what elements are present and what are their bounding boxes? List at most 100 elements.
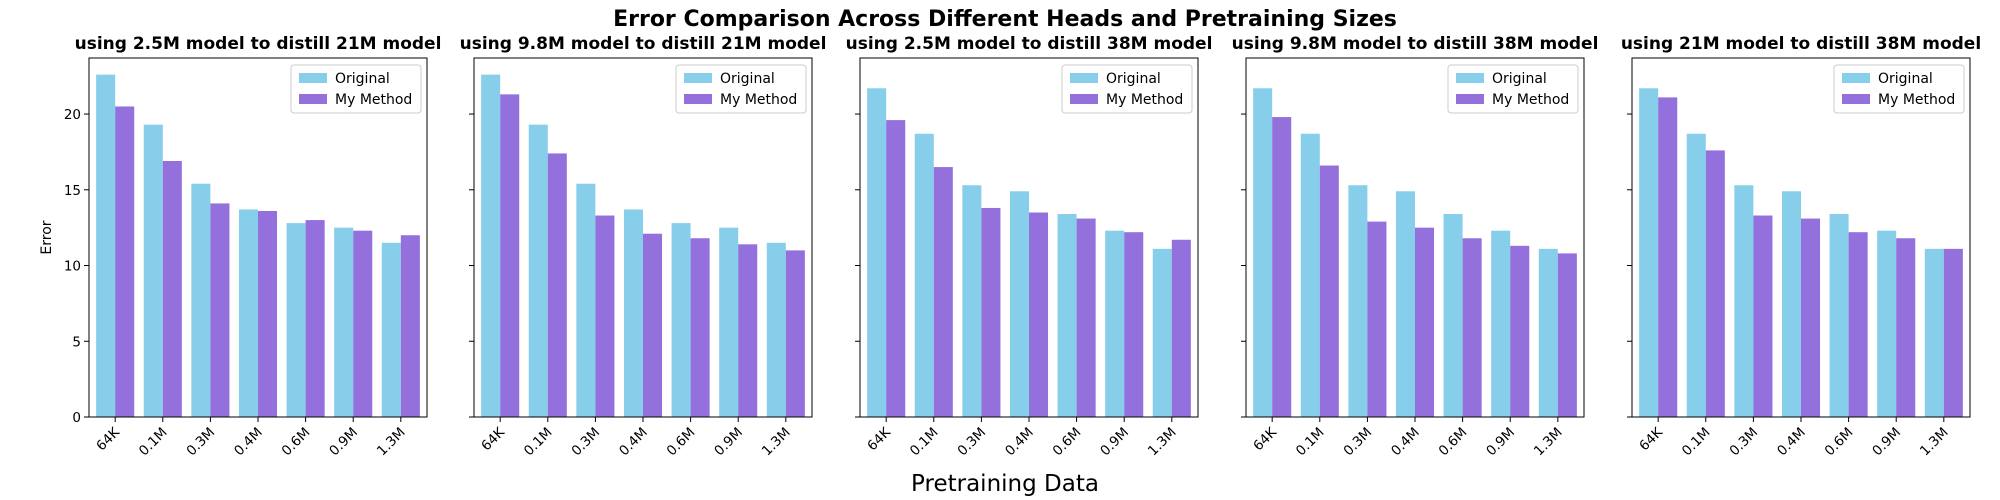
bar-my-method-0.4M <box>258 210 278 417</box>
panel-title: using 21M model to distill 38M model <box>1621 34 1981 54</box>
legend: Original My Method <box>1447 64 1579 114</box>
y-tick-label: 10 <box>64 259 81 275</box>
bar-original-64K <box>96 74 116 417</box>
bar-my-method-1.3M <box>1943 248 1963 417</box>
bar-my-method-0.6M <box>305 220 325 417</box>
bar-original-1.3M <box>381 242 401 417</box>
bar-original-0.6M <box>1443 214 1463 417</box>
legend-label-original: Original <box>1106 71 1161 87</box>
chart-panel-3: using 2.5M model to distill 38M model64K… <box>846 34 1213 459</box>
bar-my-method-0.4M <box>1029 212 1049 417</box>
panel-title: using 9.8M model to distill 38M model <box>1232 34 1599 54</box>
legend-swatch-original <box>684 73 712 83</box>
bar-original-0.1M <box>1300 133 1320 417</box>
legend-label-my-method: My Method <box>1492 92 1569 108</box>
bar-my-method-0.9M <box>353 230 373 417</box>
legend-swatch-my-method <box>1842 94 1870 104</box>
bar-my-method-0.6M <box>1076 218 1096 417</box>
figure-x-axis-label: Pretraining Data <box>911 471 1099 497</box>
bar-original-0.1M <box>528 124 548 418</box>
bar-original-64K <box>1639 88 1659 418</box>
y-tick-label: 20 <box>64 107 81 123</box>
legend-label-original: Original <box>1878 71 1933 87</box>
y-tick-label: 15 <box>64 183 81 199</box>
bar-my-method-0.1M <box>933 167 953 417</box>
bar-original-1.3M <box>766 242 786 417</box>
bar-my-method-0.9M <box>738 244 758 417</box>
bar-original-64K <box>867 88 887 418</box>
bar-my-method-0.1M <box>162 161 182 417</box>
legend-label-my-method: My Method <box>335 92 412 108</box>
legend-swatch-original <box>1070 73 1098 83</box>
bar-original-0.4M <box>1009 191 1029 417</box>
bar-my-method-0.4M <box>1415 227 1435 417</box>
chart-panels: using 2.5M model to distill 21M model 0 5 1… <box>39 34 1981 459</box>
y-tick-label: 0 <box>72 410 81 426</box>
bar-original-0.6M <box>286 223 306 417</box>
bar-original-0.6M <box>1829 214 1849 417</box>
bar-my-method-64K <box>1272 117 1292 417</box>
legend-swatch-original <box>299 73 327 83</box>
bar-my-method-1.3M <box>785 250 805 417</box>
bar-original-0.9M <box>334 227 354 417</box>
bar-original-0.4M <box>1395 191 1415 417</box>
bar-original-0.4M <box>238 209 258 417</box>
bar-original-0.9M <box>1105 230 1125 417</box>
bar-my-method-0.9M <box>1510 245 1530 417</box>
bar-my-method-1.3M <box>1557 253 1577 417</box>
bar-original-0.3M <box>576 183 596 417</box>
bar-my-method-0.4M <box>1801 218 1821 417</box>
panel-title: using 2.5M model to distill 38M model <box>846 34 1213 54</box>
y-tick-label: 5 <box>72 334 81 350</box>
bar-original-0.3M <box>191 183 211 417</box>
legend-label-my-method: My Method <box>1106 92 1183 108</box>
legend: Original My Method <box>1061 64 1193 114</box>
bar-my-method-64K <box>886 120 906 418</box>
bar-my-method-0.3M <box>210 203 230 417</box>
bar-my-method-0.9M <box>1896 238 1916 417</box>
bar-original-0.6M <box>1057 214 1077 417</box>
bar-my-method-0.1M <box>547 153 567 418</box>
legend-label-original: Original <box>335 71 390 87</box>
bar-my-method-64K <box>500 94 520 417</box>
bar-my-method-0.9M <box>1124 232 1144 417</box>
bar-original-0.9M <box>1491 230 1511 417</box>
legend-label-original: Original <box>720 71 775 87</box>
legend-swatch-original <box>1842 73 1870 83</box>
bar-original-0.6M <box>671 223 691 417</box>
bar-my-method-0.6M <box>1848 232 1868 417</box>
legend-swatch-my-method <box>1070 94 1098 104</box>
bar-original-0.4M <box>1781 191 1801 417</box>
bar-my-method-64K <box>115 106 135 418</box>
bar-my-method-0.3M <box>595 215 615 417</box>
legend: Original My Method <box>290 64 422 114</box>
legend-swatch-my-method <box>1456 94 1484 104</box>
bar-original-0.9M <box>1877 230 1897 417</box>
bar-original-1.3M <box>1152 248 1172 417</box>
bar-original-1.3M <box>1538 248 1558 417</box>
bar-original-0.4M <box>623 209 643 417</box>
bar-original-0.9M <box>719 227 739 417</box>
bar-original-64K <box>1253 88 1273 418</box>
bar-my-method-0.6M <box>1462 238 1482 417</box>
bar-original-0.3M <box>1734 185 1754 417</box>
legend-swatch-my-method <box>299 94 327 104</box>
bar-my-method-0.3M <box>981 207 1001 417</box>
figure-title: Error Comparison Across Different Heads … <box>613 7 1397 32</box>
bar-original-64K <box>481 74 501 417</box>
bar-original-0.3M <box>1348 185 1368 417</box>
chart-panel-1: using 2.5M model to distill 21M model 0 5 1… <box>39 34 441 459</box>
panel-title: using 9.8M model to distill 21M model <box>460 34 827 54</box>
bar-my-method-0.1M <box>1705 150 1725 417</box>
bar-my-method-1.3M <box>1171 239 1191 417</box>
legend-label-my-method: My Method <box>1878 92 1955 108</box>
legend-label-original: Original <box>1492 71 1547 87</box>
bar-my-method-0.4M <box>643 233 663 417</box>
legend-swatch-my-method <box>684 94 712 104</box>
legend: Original My Method <box>1833 64 1965 114</box>
bar-my-method-0.1M <box>1319 165 1339 417</box>
bar-original-0.1M <box>143 124 163 418</box>
bar-my-method-1.3M <box>400 235 420 417</box>
